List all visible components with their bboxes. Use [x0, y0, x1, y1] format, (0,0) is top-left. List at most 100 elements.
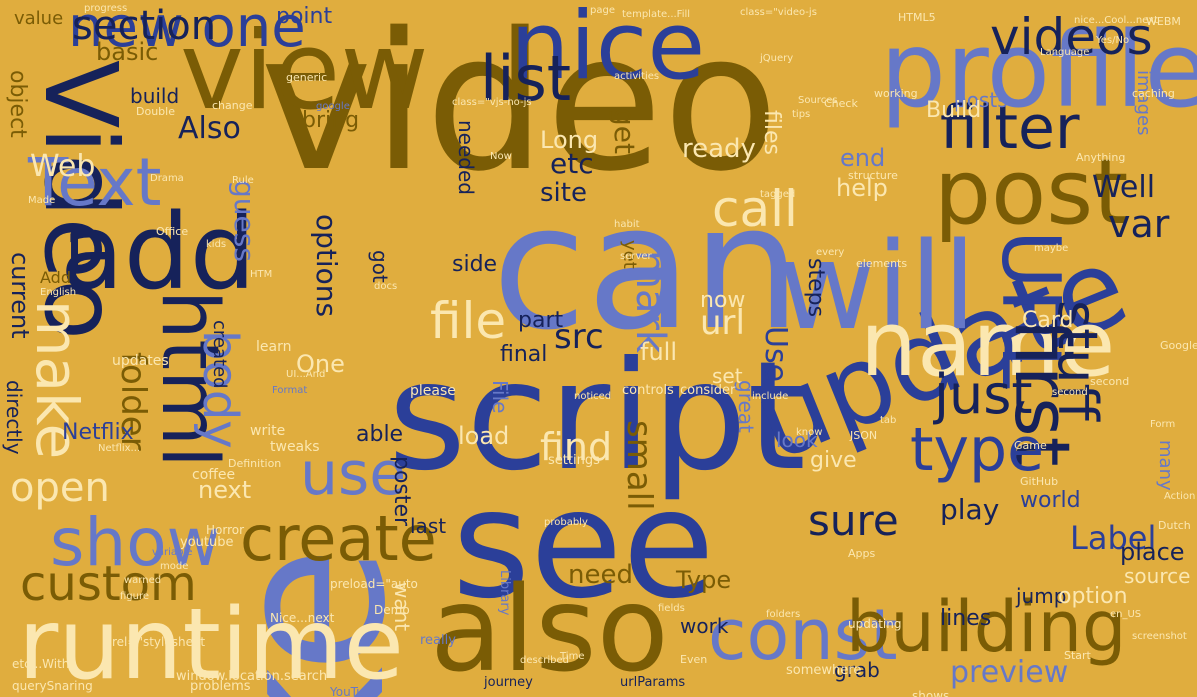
cloud-word: list [480, 42, 572, 115]
cloud-word: sure [808, 496, 899, 545]
cloud-word: Action [1164, 491, 1196, 502]
cloud-word: learn [256, 339, 292, 355]
cloud-word: Horror [206, 523, 245, 537]
cloud-word: src [554, 317, 604, 357]
cloud-word: habit [614, 219, 640, 230]
cloud-word: bring [302, 108, 360, 133]
cloud-word: created [209, 320, 230, 389]
cloud-word: Format [272, 385, 308, 396]
cloud-word: Form [1150, 419, 1176, 430]
cloud-word: GitHub [1020, 475, 1059, 488]
cloud-word: name [860, 292, 1116, 397]
cloud-word: Definition [228, 457, 282, 470]
cloud-word: Sources [798, 95, 838, 106]
cloud-word: Card [1022, 308, 1074, 333]
cloud-word: write [250, 423, 286, 439]
cloud-word: point [276, 4, 333, 29]
cloud-word: poster [389, 456, 414, 527]
cloud-word: great [734, 380, 758, 433]
cloud-word: small [619, 420, 659, 511]
cloud-word: post [934, 140, 1129, 245]
cloud-word: Now [490, 151, 512, 162]
cloud-word: source [1124, 564, 1191, 588]
cloud-word: object [5, 70, 30, 138]
cloud-word: Double [136, 105, 175, 118]
cloud-word: directly [2, 380, 26, 455]
cloud-word: basic [96, 38, 159, 66]
cloud-word: side [452, 252, 498, 277]
cloud-word: Made [28, 195, 56, 206]
cloud-word: Build [926, 98, 982, 123]
cloud-word: section [72, 3, 217, 49]
cloud-word: many [1155, 440, 1176, 491]
cloud-word: kids [206, 239, 227, 250]
cloud-word: Drama [150, 173, 184, 184]
cloud-word: screenshot [1132, 631, 1187, 642]
cloud-word: shows [912, 689, 950, 697]
cloud-word: view [180, 9, 429, 134]
cloud-word: url [700, 303, 745, 343]
cloud-word: google [316, 101, 350, 112]
cloud-word: controls [622, 383, 674, 398]
cloud-word: value [14, 8, 64, 29]
cloud-word: Office [156, 225, 189, 238]
cloud-word: now [700, 288, 746, 313]
cloud-word: generic [286, 71, 328, 84]
cloud-word: files [759, 110, 784, 155]
cloud-word: options [310, 214, 343, 318]
cloud-word: Web [30, 149, 96, 184]
cloud-word: add [60, 191, 256, 313]
cloud-word: know [796, 427, 823, 438]
cloud-word: Anything [1076, 151, 1126, 164]
cloud-word: elements [856, 257, 908, 270]
cloud-word: last [410, 514, 447, 538]
cloud-word: Game [1014, 439, 1047, 452]
cloud-word: set [712, 364, 743, 388]
cloud-word: Google [1160, 339, 1197, 352]
cloud-word: jQuery [760, 53, 794, 64]
cloud-word: get [608, 108, 641, 154]
cloud-word: server [620, 251, 652, 262]
cloud-word: Library [497, 570, 512, 616]
cloud-word: warned [124, 575, 162, 586]
cloud-word: Apps [848, 547, 876, 560]
cloud-word: etc [550, 147, 594, 180]
cloud-word: working [874, 87, 918, 100]
cloud-word: steps [803, 258, 828, 318]
cloud-word: filter [940, 93, 1080, 163]
cloud-word: second [1090, 375, 1130, 388]
cloud-word: option [1058, 584, 1128, 609]
cloud-word: preview [950, 655, 1069, 690]
cloud-word: play [940, 493, 1000, 526]
cloud-word: preload="auto [330, 577, 418, 591]
cloud-word: Label [1070, 519, 1157, 557]
cloud-word: activities [614, 71, 660, 82]
cloud-word: Netflix [62, 420, 134, 445]
cloud-word: guess [228, 180, 261, 262]
cloud-word: coffee [192, 467, 236, 483]
cloud-word: part [518, 308, 564, 333]
cloud-word: place [1120, 538, 1185, 566]
cloud-word: var [1108, 202, 1170, 246]
cloud-word: runtime [18, 588, 404, 697]
cloud-word: progress [84, 3, 128, 14]
cloud-word: Add [40, 268, 71, 287]
cloud-word: fields [658, 603, 685, 614]
cloud-word: can [492, 167, 801, 368]
cloud-word: Check [824, 97, 858, 110]
cloud-word: site [540, 178, 587, 208]
cloud-word: tips [792, 109, 811, 120]
cloud-word: images [1133, 70, 1154, 136]
cloud-word: docs [374, 281, 398, 292]
cloud-word: will [778, 218, 977, 357]
cloud-word: grab [834, 658, 880, 682]
cloud-word: open [10, 465, 110, 511]
cloud-word: WEBM [1146, 15, 1181, 28]
cloud-word: Type [676, 566, 732, 594]
cloud-word: mode [160, 561, 189, 572]
cloud-word: need [568, 560, 633, 590]
cloud-word: full [640, 338, 677, 366]
cloud-word: tagged [760, 189, 796, 200]
cloud-word: template...Fill [622, 9, 691, 20]
